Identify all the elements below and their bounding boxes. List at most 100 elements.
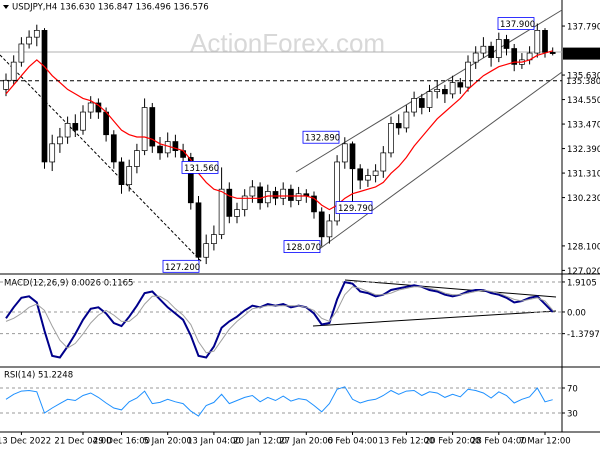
candle-body bbox=[187, 157, 194, 204]
candle-body bbox=[87, 102, 94, 113]
candle-body bbox=[80, 111, 86, 131]
candle-body bbox=[149, 107, 156, 147]
y-tick-label: 130.230 bbox=[567, 194, 600, 204]
candle-body bbox=[395, 123, 402, 129]
candle-body bbox=[503, 39, 510, 49]
macd-title: MACD(12,26,9) 0.0026 0.1165 bbox=[4, 279, 133, 289]
candle-body bbox=[49, 143, 56, 163]
candle-body bbox=[365, 175, 371, 181]
x-tick-label: 7 Mar 12:00 bbox=[519, 437, 570, 447]
y-tick-label: 70 bbox=[567, 385, 578, 395]
menu-icon bbox=[3, 5, 9, 9]
annotation-label: 129.790 bbox=[338, 204, 373, 214]
candle-body bbox=[380, 152, 387, 172]
x-tick-label: 20 Jan 12:00 bbox=[233, 437, 287, 447]
candle-body bbox=[372, 170, 379, 176]
candle-body bbox=[549, 52, 556, 54]
candle-body bbox=[311, 195, 317, 213]
candle-body bbox=[388, 123, 394, 154]
candle-body bbox=[134, 150, 140, 167]
candle-body bbox=[457, 82, 464, 88]
candle-body bbox=[411, 98, 417, 113]
annotation-label: 137.900 bbox=[500, 20, 535, 30]
candle-body bbox=[172, 141, 179, 151]
candle-body bbox=[218, 188, 225, 235]
candle-body bbox=[349, 143, 356, 170]
candle-body bbox=[326, 220, 333, 238]
x-tick-label: 20 Feb 20:00 bbox=[425, 437, 481, 447]
trend-line bbox=[0, 54, 203, 263]
triangle-line bbox=[312, 310, 557, 327]
candle-body bbox=[33, 30, 40, 38]
candle-body bbox=[26, 36, 32, 45]
candle-body bbox=[72, 123, 79, 131]
candle-body bbox=[280, 188, 287, 199]
y-tick-label: 135.630 bbox=[567, 72, 600, 82]
y-tick-label: 134.550 bbox=[567, 96, 600, 106]
series-line bbox=[5, 50, 553, 211]
y-tick-label: 127.020 bbox=[567, 267, 600, 277]
y-tick-label: 132.390 bbox=[567, 145, 600, 155]
candle-body bbox=[141, 107, 148, 151]
annotation-label: 127.200 bbox=[165, 263, 200, 273]
x-tick-label: 5 Jan 20:00 bbox=[143, 437, 191, 447]
candle-body bbox=[126, 166, 133, 185]
x-tick-label: 21 Dec 04:00 bbox=[54, 437, 111, 447]
candle-body bbox=[234, 209, 240, 217]
candle-body bbox=[465, 61, 471, 88]
candle-body bbox=[118, 161, 125, 185]
candle-body bbox=[442, 89, 448, 95]
candle-body bbox=[180, 150, 186, 158]
candle-body bbox=[57, 136, 63, 145]
candle-body bbox=[18, 43, 25, 63]
price-title: USDJPY,H4 136.630 136.847 136.496 136.57… bbox=[12, 3, 209, 13]
candle-body bbox=[318, 211, 325, 238]
watermark: ActionForex.com bbox=[190, 28, 385, 58]
y-tick-label: 1.9105 bbox=[567, 278, 597, 288]
candle-body bbox=[472, 52, 479, 63]
price-box bbox=[563, 47, 600, 60]
candle-body bbox=[403, 111, 410, 129]
y-tick-label: 0.00 bbox=[567, 308, 586, 318]
candle-body bbox=[434, 89, 441, 92]
x-tick-label: 29 Dec 16:00 bbox=[93, 437, 150, 447]
candle-body bbox=[542, 30, 548, 53]
series-line bbox=[5, 386, 553, 417]
candle-body bbox=[10, 61, 17, 81]
candle-body bbox=[449, 82, 456, 95]
candle-body bbox=[418, 98, 425, 108]
level-label: 135.380 bbox=[566, 77, 600, 87]
y-tick-label: 128.100 bbox=[567, 242, 600, 252]
candle-body bbox=[495, 39, 502, 58]
annotation-label: 128.070 bbox=[286, 243, 321, 253]
candle-body bbox=[426, 91, 433, 108]
annotation-box bbox=[497, 17, 535, 30]
candle-body bbox=[41, 30, 48, 163]
candle-body bbox=[195, 202, 202, 258]
candle-body bbox=[272, 191, 279, 199]
candle-body bbox=[241, 195, 248, 210]
annotation-label: 131.560 bbox=[184, 164, 219, 174]
candle-body bbox=[157, 145, 163, 154]
candle-body bbox=[357, 168, 364, 181]
x-tick-label: 6 Feb 04:00 bbox=[327, 437, 377, 447]
candle-body bbox=[488, 45, 494, 58]
y-tick-label: 30 bbox=[567, 410, 578, 420]
candle-body bbox=[3, 79, 9, 90]
annotation-box bbox=[283, 240, 321, 253]
annotation-box bbox=[181, 161, 219, 174]
x-tick-label: 13 Feb 12:00 bbox=[379, 437, 435, 447]
annotation-box bbox=[162, 259, 200, 273]
series-line bbox=[5, 286, 554, 354]
annotation-label: 132.890 bbox=[305, 134, 340, 144]
candle-body bbox=[295, 193, 302, 201]
candle-body bbox=[103, 111, 109, 136]
rsi-title: RSI(14) 51.2248 bbox=[4, 371, 73, 381]
candle-body bbox=[226, 188, 233, 217]
candle-body bbox=[534, 30, 541, 54]
candle-body bbox=[288, 188, 294, 201]
candle-body bbox=[211, 234, 217, 244]
y-tick-label: 137.790 bbox=[567, 23, 600, 33]
